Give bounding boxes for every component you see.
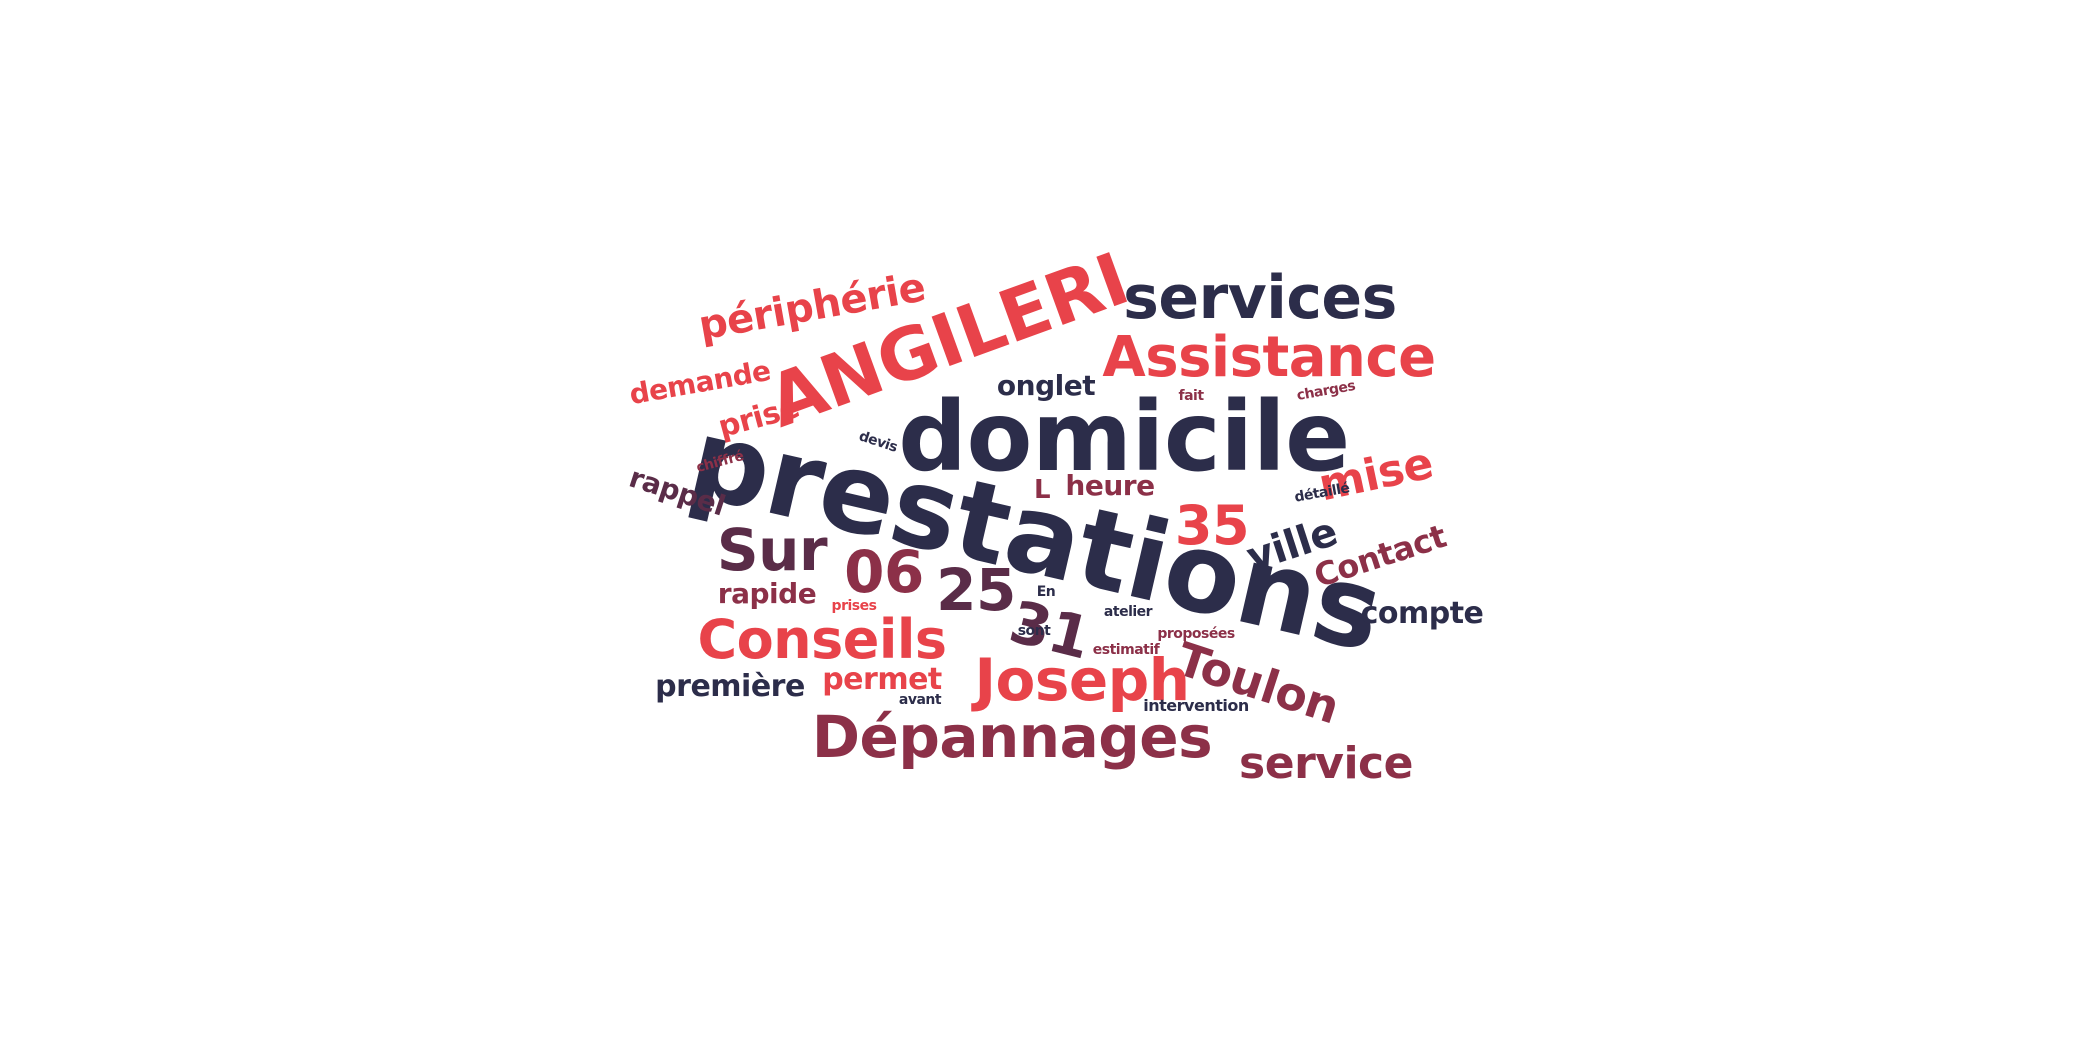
word-25: 25 [936, 556, 1016, 624]
word-compte: compte [1360, 596, 1484, 631]
word-06: 06 [844, 538, 924, 606]
word-onglet: onglet [996, 369, 1096, 402]
word-heure: heure [1065, 469, 1155, 502]
word-proposees: proposées [1157, 626, 1235, 642]
word-services: services [1123, 263, 1397, 333]
word-joseph: Joseph [974, 646, 1190, 714]
word-l: L [1033, 475, 1051, 505]
word-avant: avant [898, 692, 942, 708]
word-premiere: première [655, 669, 805, 704]
word-35: 35 [1174, 494, 1250, 557]
word-fait: fait [1178, 388, 1204, 404]
word-estimatif: estimatif [1092, 642, 1160, 658]
word-rapide: rapide [717, 577, 817, 610]
word-intervention: intervention [1143, 696, 1249, 715]
word-assistance: Assistance [1102, 325, 1436, 390]
word-service: service [1239, 738, 1413, 789]
word-permet: permet [822, 662, 942, 697]
word-atelier: atelier [1103, 604, 1153, 620]
word-sur: Sur [716, 516, 828, 584]
word-domicile: domicile [898, 381, 1350, 493]
word-sont: sont [1017, 623, 1051, 639]
word-depannages: Dépannages [811, 703, 1213, 771]
word-conseils: Conseils [697, 608, 947, 671]
word-prises: prises [831, 598, 877, 614]
word-en: En [1036, 584, 1056, 600]
